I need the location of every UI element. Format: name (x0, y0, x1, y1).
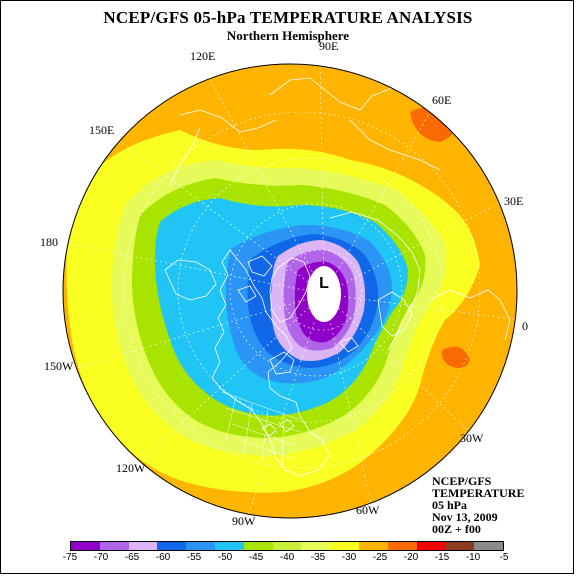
lon-label-120w: 120W (116, 461, 146, 475)
color-scale-tick-label: -20 (403, 552, 419, 563)
color-scale-segment (387, 542, 417, 550)
color-scale-tick-label: -40 (279, 552, 295, 563)
color-scale-tick-label: -5 (499, 552, 509, 563)
lon-label-90e: 90E (319, 39, 338, 53)
color-scale-tick-label: -60 (155, 552, 171, 563)
field-patch-warm-e (441, 346, 470, 368)
color-scale-segment (71, 542, 100, 550)
color-scale-tick-label: -15 (434, 552, 450, 563)
color-scale-tick-label: -25 (372, 552, 388, 563)
longitude-labels: 90E 60E 30E 0 30W 60W 90W 120W 150W 180 … (40, 39, 528, 528)
color-scale-segment (330, 542, 359, 550)
color-scale-segment (157, 542, 187, 550)
lon-label-180: 180 (40, 235, 58, 249)
color-scale-segment (214, 542, 244, 550)
info-time: 00Z + f00 (432, 522, 481, 536)
low-pressure-marker: L (319, 275, 329, 292)
map-subtitle: Northern Hemisphere (226, 28, 350, 43)
color-scale-segment (445, 542, 475, 550)
lon-label-150w: 150W (44, 359, 74, 373)
color-scale-bar (70, 541, 504, 551)
color-scale-tick-label: -75 (62, 552, 78, 563)
info-level: 05 hPa (432, 498, 468, 512)
color-scale-segment (243, 542, 273, 550)
temperature-field (63, 64, 517, 518)
color-scale-tick-label: -65 (124, 552, 140, 563)
hemisphere-outline (62, 63, 518, 519)
info-date: Nov 13, 2009 (432, 510, 498, 524)
info-source: NCEP/GFS (432, 474, 492, 488)
lon-label-90w: 90W (232, 514, 256, 528)
color-scale-segment (301, 542, 331, 550)
lon-label-0: 0 (522, 319, 528, 333)
info-variable: TEMPERATURE (432, 486, 525, 500)
lon-label-30w: 30W (460, 431, 484, 445)
color-scale-tick-label: -50 (217, 552, 233, 563)
color-scale-tick-label: -55 (186, 552, 202, 563)
longitude-lines (63, 64, 517, 516)
lon-label-30e: 30E (504, 194, 523, 208)
lon-label-60e: 60E (432, 93, 451, 107)
color-scale-segment (128, 542, 158, 550)
color-scale-segment (272, 542, 302, 550)
lon-label-120e: 120E (190, 49, 215, 63)
info-box: NCEP/GFS TEMPERATURE 05 hPa Nov 13, 2009… (432, 475, 524, 535)
state-boundaries (221, 391, 301, 467)
lon-label-60w: 60W (356, 503, 380, 517)
color-scale-segment (358, 542, 388, 550)
color-scale-tick-label: -70 (93, 552, 109, 563)
color-scale-ticks: -75 -70 -65 -60 -55 -50 -45 -40 -35 -30 -25 -20 -15 -… (0, 552, 576, 568)
color-scale-tick-label: -35 (310, 552, 326, 563)
latitude-circles (123, 111, 481, 469)
coastlines (164, 77, 511, 477)
color-scale-segment (474, 542, 503, 550)
map-title: NCEP/GFS 05-hPa TEMPERATURE ANALYSIS (103, 8, 473, 27)
lon-label-150e: 150E (89, 123, 114, 137)
color-scale-tick-label: -10 (465, 552, 481, 563)
color-scale-segment (186, 542, 215, 550)
color-scale-segment (99, 542, 129, 550)
color-scale-segment (416, 542, 446, 550)
color-scale-tick-label: -30 (341, 552, 357, 563)
color-scale-tick-label: -45 (248, 552, 264, 563)
